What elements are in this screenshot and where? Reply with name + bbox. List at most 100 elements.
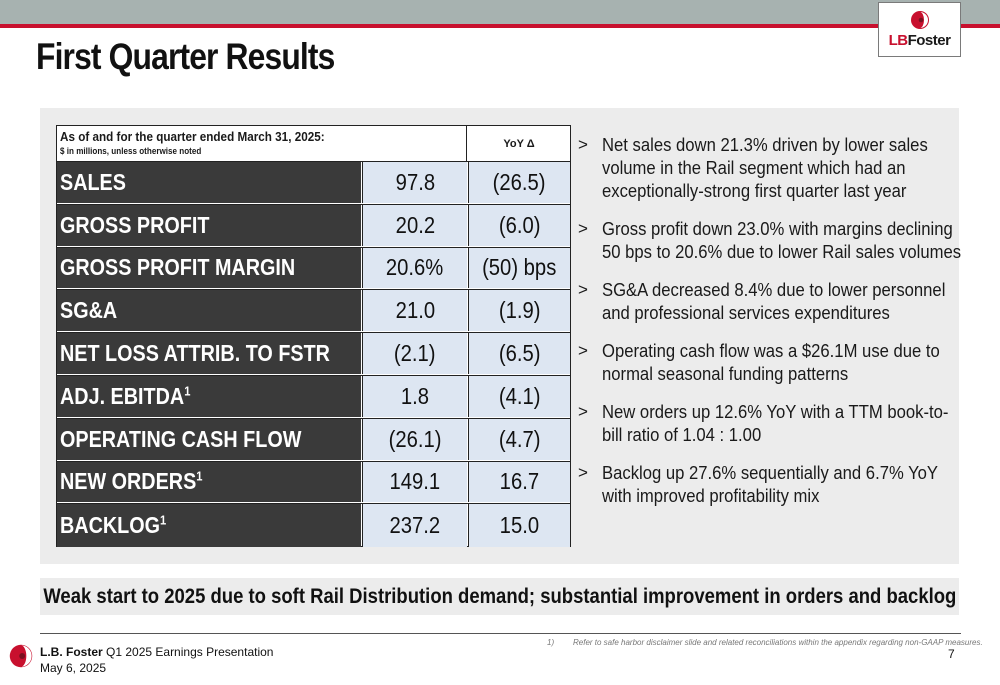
metric-value-text: 20.6%: [386, 254, 444, 281]
table-header-subtitle: $ in millions, unless otherwise noted: [60, 146, 202, 156]
metric-label: SALES: [57, 162, 361, 203]
list-item: > Backlog up 27.6% sequentially and 6.7% …: [578, 461, 953, 507]
list-item: > New orders up 12.6% YoY with a TTM book…: [578, 400, 953, 446]
metric-value: (26.1): [362, 418, 467, 460]
row-divider: [57, 246, 570, 248]
metric-yoy-text: 15.0: [499, 512, 540, 539]
bullet-text: Gross profit down 23.0% with margins dec…: [602, 218, 962, 262]
metric-label-text: OPERATING CASH FLOW: [60, 425, 302, 452]
lbfoster-logo-icon: [911, 11, 929, 29]
metric-yoy: 15.0: [468, 504, 570, 548]
list-item: > Gross profit down 23.0% with margins de…: [578, 217, 961, 263]
metric-label: NET LOSS ATTRIB. TO FSTR: [57, 333, 361, 374]
bullet-marker: >: [578, 402, 588, 421]
table-row: GROSS PROFIT MARGIN 20.6% (50) bps: [57, 247, 570, 291]
list-item: > Net sales down 21.3% driven by lower sa…: [578, 133, 953, 202]
table-header-caption: As of and for the quarter ended March 31…: [57, 126, 467, 161]
metric-label-text: SALES: [60, 168, 126, 195]
metric-yoy-text: (6.0): [498, 211, 541, 238]
table-header-yoy: YoY Δ: [503, 137, 535, 150]
metric-yoy-text: 16.7: [499, 468, 540, 495]
metric-yoy-text: (1.9): [498, 297, 541, 324]
bullet-text: SG&A decreased 8.4% due to lower personn…: [602, 279, 946, 323]
page-number: 7: [948, 647, 955, 661]
highlights-list: > Net sales down 21.3% driven by lower sa…: [578, 133, 961, 522]
metric-yoy-text: (4.7): [498, 425, 541, 452]
metric-value-text: 237.2: [389, 512, 441, 539]
page-title: First Quarter Results: [36, 36, 335, 77]
footnote-marker: 1: [196, 468, 203, 484]
table-row: NET LOSS ATTRIB. TO FSTR (2.1) (6.5): [57, 333, 570, 376]
metric-label: OPERATING CASH FLOW: [57, 418, 361, 460]
bullet-text: Net sales down 21.3% driven by lower sal…: [602, 134, 928, 201]
logo-wordmark: LBFoster: [879, 32, 960, 49]
metric-label-text: NEW ORDERS: [60, 468, 197, 495]
metric-label-text: ADJ. EBITDA: [60, 382, 185, 409]
metric-label-text: BACKLOG: [60, 512, 161, 539]
metric-label-text: NET LOSS ATTRIB. TO FSTR: [60, 340, 330, 367]
metric-value-text: 97.8: [395, 168, 435, 195]
bullet-marker: >: [578, 135, 588, 154]
bullet-marker: >: [578, 463, 588, 482]
metric-yoy: (1.9): [468, 290, 570, 332]
bullet-marker: >: [578, 280, 588, 299]
lbfoster-logo-icon: [9, 644, 33, 668]
table-row: SG&A 21.0 (1.9): [57, 290, 570, 334]
footnote: 1) Refer to safe harbor disclaimer slide …: [547, 638, 983, 647]
metric-value-text: 1.8: [400, 382, 430, 409]
metric-yoy: (6.5): [468, 333, 570, 374]
company-logo: LBFoster: [878, 2, 961, 57]
metric-yoy: (4.1): [468, 375, 570, 417]
table-row: SALES 97.8 (26.5): [57, 162, 570, 205]
metric-value: 20.6%: [362, 247, 467, 289]
table-row: OPERATING CASH FLOW (26.1) (4.7): [57, 418, 570, 462]
footnote-marker: 1: [160, 512, 167, 528]
metric-yoy-text: (4.1): [498, 382, 541, 409]
metric-value: 1.8: [362, 375, 467, 417]
row-divider: [57, 503, 570, 505]
metric-value: 237.2: [362, 504, 467, 548]
row-divider: [57, 332, 570, 334]
bullet-text: Operating cash flow was a $26.1M use due…: [602, 340, 940, 384]
bullet-text: Backlog up 27.6% sequentially and 6.7% Y…: [602, 462, 938, 506]
logo-text-lb: LB: [888, 32, 909, 49]
metric-value-text: (26.1): [388, 425, 442, 452]
footnote-text: Refer to safe harbor disclaimer slide an…: [573, 638, 983, 647]
footer-presentation: Q1 2025 Earnings Presentation: [106, 645, 274, 659]
metric-value-text: 20.2: [395, 211, 435, 238]
metric-value: 149.1: [362, 461, 467, 503]
table-row: ADJ. EBITDA1 1.8 (4.1): [57, 375, 570, 419]
list-item: > Operating cash flow was a $26.1M use du…: [578, 339, 953, 385]
metric-value: 21.0: [362, 290, 467, 332]
footnote-number: 1): [547, 638, 555, 647]
footer-presentation-name: L.B. Foster Q1 2025 Earnings Presentatio…: [40, 645, 273, 659]
metric-yoy: (50) bps: [468, 247, 570, 289]
summary-banner: Weak start to 2025 due to soft Rail Dist…: [40, 578, 959, 615]
metric-value-text: 149.1: [389, 468, 441, 495]
summary-banner-text: Weak start to 2025 due to soft Rail Dist…: [42, 584, 957, 608]
top-accent-line: [0, 24, 1000, 28]
metric-label: GROSS PROFIT: [57, 204, 361, 246]
metric-value: 97.8: [362, 162, 467, 203]
logo-text-foster: Foster: [907, 32, 951, 49]
bullet-marker: >: [578, 219, 588, 238]
footer-date: May 6, 2025: [40, 661, 107, 675]
metric-yoy-text: (6.5): [498, 340, 541, 367]
metric-yoy: 16.7: [468, 461, 570, 503]
metric-yoy-text: (26.5): [493, 168, 546, 195]
footer-divider: [40, 633, 961, 634]
metric-yoy: (6.0): [468, 204, 570, 246]
footer-company: L.B. Foster: [40, 645, 103, 659]
metric-label-text: GROSS PROFIT MARGIN: [60, 254, 296, 281]
metric-value: 20.2: [362, 204, 467, 246]
metric-label-text: GROSS PROFIT: [60, 211, 210, 238]
metric-yoy: (26.5): [468, 162, 570, 203]
metric-label: NEW ORDERS1: [57, 461, 361, 503]
metric-label-text: SG&A: [60, 297, 118, 324]
table-body: SALES 97.8 (26.5) GROSS PROFIT 20.2 (6.0) GROS…: [57, 162, 570, 548]
table-header: As of and for the quarter ended March 31…: [57, 126, 570, 162]
row-divider: [57, 417, 570, 419]
table-row: BACKLOG1 237.2 15.0: [57, 504, 570, 548]
metric-label: ADJ. EBITDA1: [57, 375, 361, 417]
results-table: As of and for the quarter ended March 31…: [56, 125, 571, 548]
